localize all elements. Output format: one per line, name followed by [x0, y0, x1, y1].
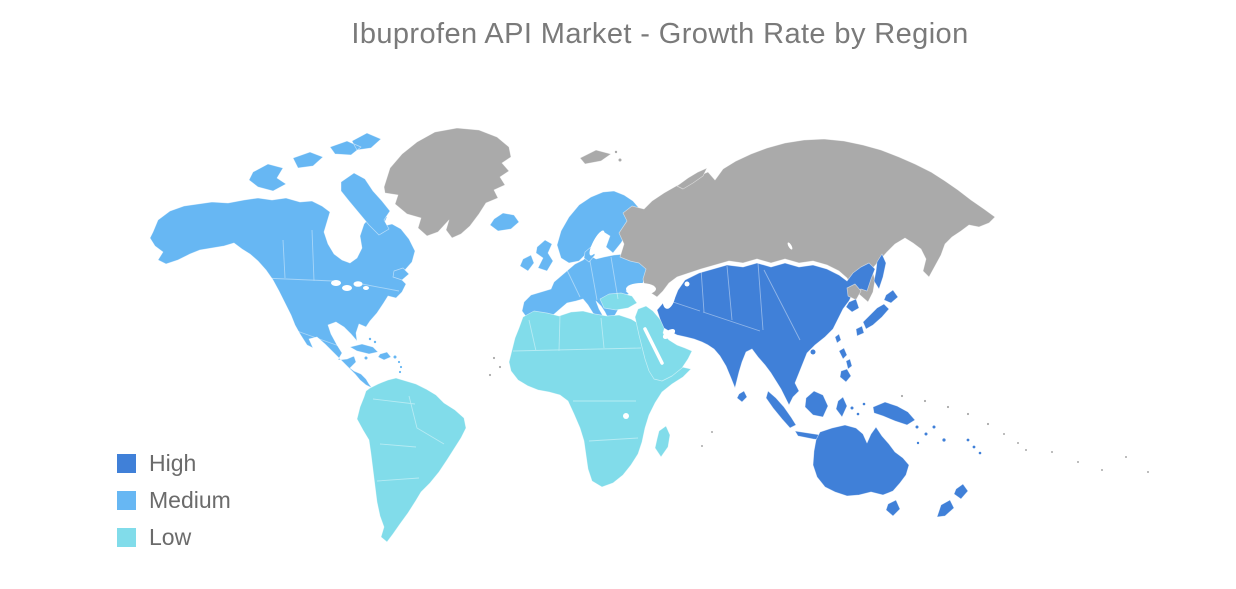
region-new-zealand: [936, 483, 969, 518]
legend-swatch-high: [117, 454, 136, 473]
region-ireland: [519, 254, 535, 272]
black-sea: [626, 283, 656, 295]
legend-item-medium: Medium: [117, 489, 231, 512]
great-lakes: [331, 280, 341, 286]
region-svalbard: [579, 149, 612, 165]
legend-item-low: Low: [117, 526, 231, 549]
red-sea: [643, 327, 664, 365]
region-north-america: [149, 197, 416, 389]
region-sulawesi: [835, 396, 848, 418]
great-lakes: [342, 285, 352, 291]
great-lakes: [353, 281, 363, 287]
legend-label-low: Low: [149, 524, 192, 550]
region-new-guinea: [872, 401, 916, 426]
region-greenland: [383, 127, 512, 239]
legend-label-high: High: [149, 450, 197, 476]
micronesia-polynesia-specks: [488, 356, 1149, 473]
legend-swatch-low: [117, 528, 136, 547]
region-uk: [535, 239, 554, 272]
persian-gulf: [662, 329, 676, 339]
region-south-america: [356, 377, 467, 543]
region-caribbean: [349, 343, 392, 361]
region-arctic-islands: [248, 132, 391, 236]
svalbard-dots: [614, 150, 622, 162]
region-north-korea: [846, 283, 862, 301]
legend-swatch-medium: [117, 491, 136, 510]
region-australia: [812, 424, 910, 497]
caribbean-island-dots: [364, 337, 403, 374]
region-russia: [618, 138, 996, 303]
region-iceland: [489, 212, 520, 232]
region-newfoundland: [392, 267, 410, 281]
pacific-island-dots: [896, 412, 982, 455]
region-japan: [855, 289, 899, 337]
region-madagascar: [654, 425, 671, 458]
baltic-sea: [589, 230, 605, 256]
region-asia-mainland: [656, 262, 876, 406]
region-sakhalin: [873, 253, 887, 290]
region-borneo: [804, 390, 829, 418]
region-philippines: [838, 347, 853, 383]
region-taiwan: [834, 333, 842, 344]
region-south-korea: [845, 298, 860, 313]
maluku-dots: [850, 402, 866, 416]
lake-baikal: [787, 242, 793, 250]
legend: High Medium Low: [117, 452, 231, 549]
country-borders: [262, 229, 801, 482]
region-sri-lanka: [736, 390, 748, 403]
sea-cutouts: [331, 230, 793, 419]
caspian-sea: [662, 285, 676, 309]
region-turkey: [599, 292, 638, 311]
page-title: Ibuprofen API Market - Growth Rate by Re…: [351, 18, 969, 50]
region-sumatra: [765, 390, 797, 429]
legend-item-high: High: [117, 452, 231, 475]
legend-label-medium: Medium: [149, 487, 231, 513]
great-lakes: [363, 286, 369, 290]
aral-sea: [684, 281, 690, 287]
lake-victoria: [623, 413, 629, 419]
region-hainan: [810, 349, 816, 355]
region-novaya-zemlya: [676, 167, 708, 190]
region-tasmania: [885, 499, 901, 517]
